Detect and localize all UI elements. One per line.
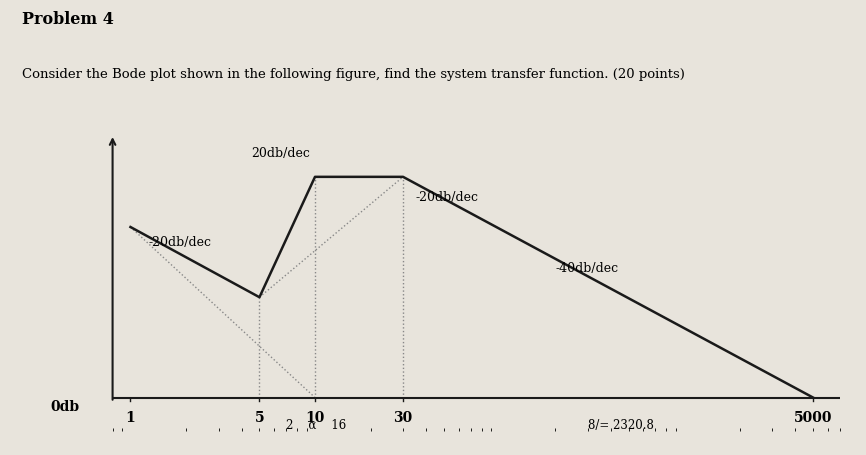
Text: 0db: 0db [50,399,79,413]
Text: 8/= 2320.8: 8/= 2320.8 [587,418,654,431]
Text: Problem 4: Problem 4 [22,11,113,28]
Text: -20db/dec: -20db/dec [416,191,478,204]
Text: 5000: 5000 [794,410,832,424]
Text: -20db/dec: -20db/dec [148,235,211,248]
Text: -40db/dec: -40db/dec [555,261,618,274]
Text: Consider the Bode plot shown in the following figure, find the system transfer f: Consider the Bode plot shown in the foll… [22,68,684,81]
Text: 30: 30 [393,410,413,424]
Text: 20db/dec: 20db/dec [251,147,310,160]
Text: 5: 5 [255,410,264,424]
Text: 1: 1 [126,410,135,424]
Text: 2    α    16: 2 α 16 [287,418,346,431]
Text: 10: 10 [306,410,325,424]
